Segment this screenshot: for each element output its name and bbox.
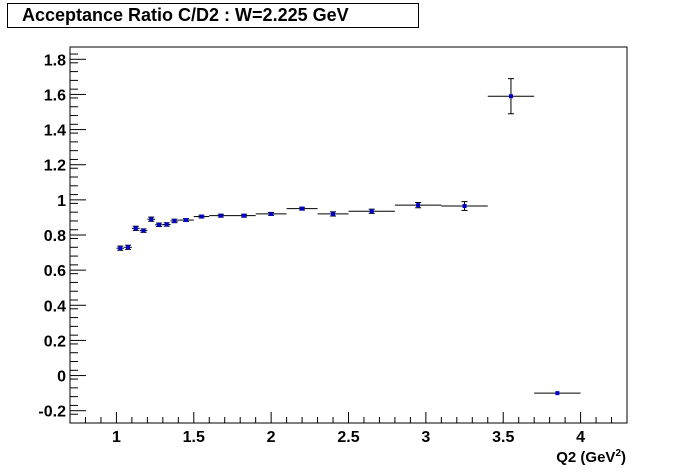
plot-frame <box>70 47 627 423</box>
y-tick-label: 1.8 <box>44 52 66 69</box>
point-marker <box>141 229 145 233</box>
y-tick-label: 1 <box>57 193 66 210</box>
point-marker <box>184 218 188 222</box>
y-tick-label: 1.4 <box>44 123 66 140</box>
data-point <box>287 207 318 211</box>
y-axis: -0.2 0 0.2 0.4 0.6 0.8 1 1.2 1.4 1.6 1.8 <box>38 52 86 423</box>
point-marker <box>134 226 138 230</box>
x-tick-label: 4 <box>576 429 585 446</box>
data-point <box>395 202 441 207</box>
data-point <box>147 217 155 221</box>
y-tick-label: 0.2 <box>44 333 66 350</box>
y-tick-label: -0.2 <box>38 404 66 421</box>
x-tick-label: 2.5 <box>337 429 359 446</box>
point-marker <box>157 223 161 227</box>
data-point <box>441 202 487 211</box>
point-marker <box>555 391 559 395</box>
point-marker <box>300 207 304 211</box>
data-point <box>132 226 140 230</box>
data-point <box>124 245 132 249</box>
data-point <box>171 219 179 223</box>
x-axis-title: Q2 (GeV2) <box>556 448 626 466</box>
data-point <box>256 212 287 216</box>
point-marker <box>331 212 335 216</box>
data-point <box>194 215 209 219</box>
data-point <box>209 214 232 218</box>
data-point <box>163 222 171 226</box>
x-tick-label: 1.5 <box>183 429 205 446</box>
x-axis: 1 1.5 2 2.5 3 3.5 4 <box>85 412 627 446</box>
point-marker <box>165 222 169 226</box>
point-marker <box>269 212 273 216</box>
point-marker <box>118 246 122 250</box>
x-tick-label: 1 <box>112 429 121 446</box>
point-marker <box>200 215 204 219</box>
point-marker <box>149 217 153 221</box>
y-tick-label: 1.2 <box>44 158 66 175</box>
y-tick-label: 0.4 <box>44 298 66 315</box>
point-marker <box>219 214 223 218</box>
point-marker <box>370 209 374 213</box>
data-point <box>140 229 148 233</box>
point-marker <box>416 203 420 207</box>
point-marker <box>463 204 467 208</box>
y-tick-label: 0.6 <box>44 263 66 280</box>
point-marker <box>242 214 246 218</box>
point-marker <box>126 245 130 249</box>
y-tick-label: 0.8 <box>44 228 66 245</box>
data-point <box>488 79 534 114</box>
data-points <box>116 79 580 396</box>
data-point <box>155 223 163 227</box>
y-tick-label: 0 <box>57 369 66 386</box>
y-tick-label: 1.6 <box>44 87 66 104</box>
x-tick-label: 3.5 <box>492 429 514 446</box>
data-point <box>349 209 395 213</box>
x-tick-label: 2 <box>267 429 276 446</box>
data-point <box>116 246 124 250</box>
point-marker <box>509 94 513 98</box>
data-point <box>318 212 349 216</box>
data-point <box>178 218 193 222</box>
data-point <box>232 214 255 218</box>
data-point <box>534 391 580 395</box>
x-tick-label: 3 <box>421 429 430 446</box>
point-marker <box>172 219 176 223</box>
